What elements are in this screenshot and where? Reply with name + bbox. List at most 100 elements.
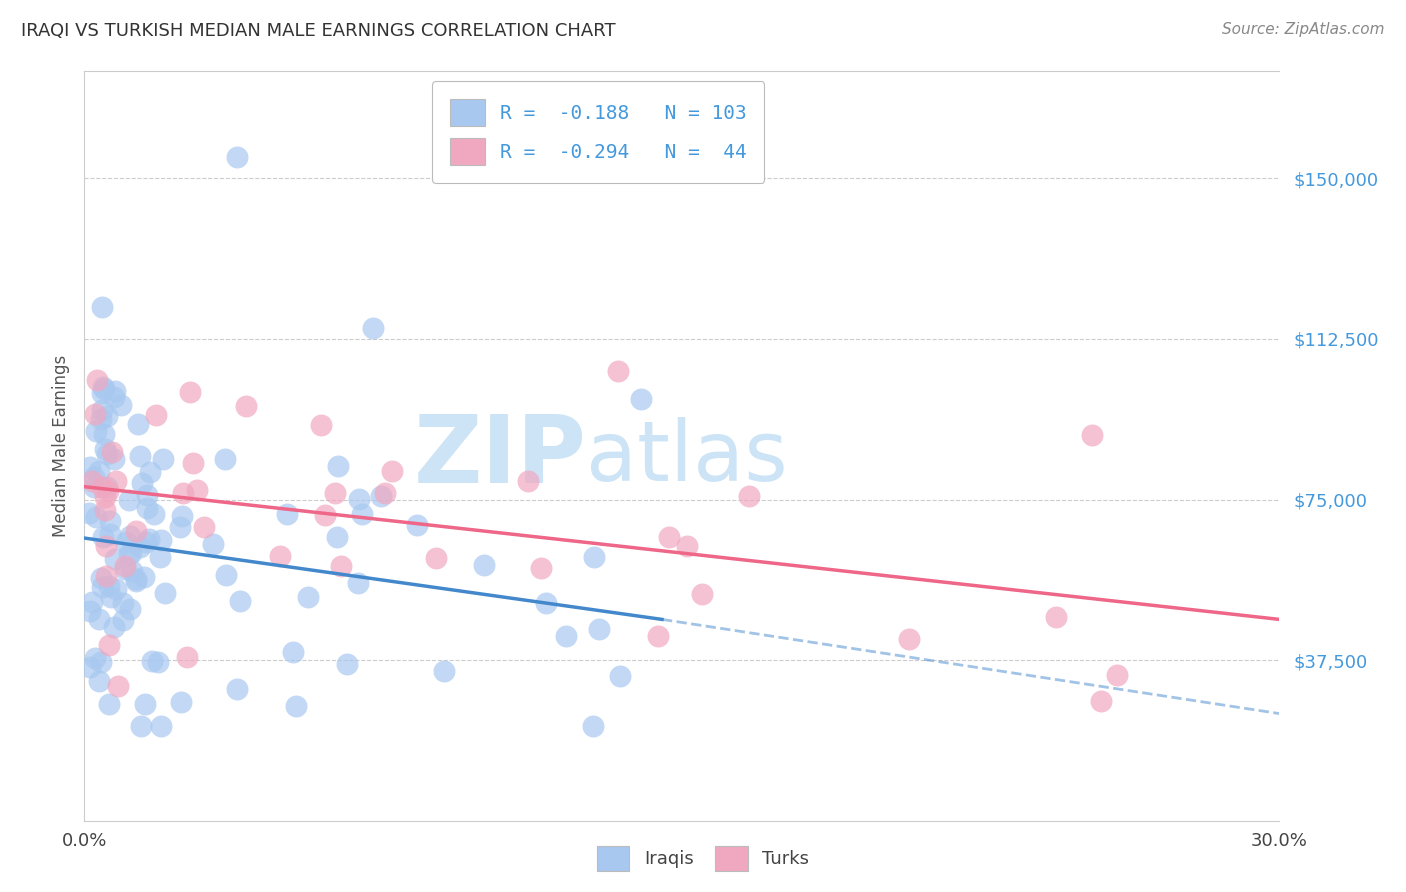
Point — [361, 321, 384, 335]
Point — [179, 385, 201, 400]
Point — [134, 697, 156, 711]
Point — [172, 486, 194, 500]
Text: atlas: atlas — [586, 417, 787, 498]
Point — [326, 530, 349, 544]
Point — [150, 719, 173, 733]
Point — [658, 530, 681, 544]
Point — [139, 465, 162, 479]
Point — [104, 384, 127, 398]
Point — [98, 638, 121, 652]
Point — [588, 622, 610, 636]
Point — [150, 533, 173, 547]
Point — [225, 681, 247, 696]
Point — [336, 657, 359, 672]
Point — [84, 510, 107, 524]
Point — [90, 571, 112, 585]
Point — [181, 456, 204, 470]
Point — [94, 503, 117, 517]
Point — [214, 568, 236, 582]
Point — [297, 590, 319, 604]
Point — [96, 480, 118, 494]
Point — [131, 475, 153, 490]
Point — [425, 551, 447, 566]
Point — [94, 490, 117, 504]
Point — [152, 452, 174, 467]
Point — [103, 390, 125, 404]
Y-axis label: Median Male Earnings: Median Male Earnings — [52, 355, 70, 537]
Point — [536, 596, 558, 610]
Point — [97, 697, 120, 711]
Point — [172, 508, 194, 523]
Point — [107, 679, 129, 693]
Point — [330, 559, 353, 574]
Point — [370, 490, 392, 504]
Point — [86, 373, 108, 387]
Point — [104, 552, 127, 566]
Point — [83, 469, 105, 483]
Point — [98, 514, 121, 528]
Point — [124, 574, 146, 588]
Point — [128, 540, 150, 554]
Point — [96, 409, 118, 423]
Point — [201, 536, 224, 550]
Point — [90, 656, 112, 670]
Point — [105, 475, 128, 489]
Point — [90, 480, 112, 494]
Point — [91, 386, 114, 401]
Point — [91, 300, 114, 314]
Point — [114, 559, 136, 574]
Point — [79, 660, 101, 674]
Point — [103, 620, 125, 634]
Point — [352, 507, 374, 521]
Point — [145, 408, 167, 422]
Point — [228, 594, 250, 608]
Point — [125, 524, 148, 538]
Point — [104, 582, 127, 596]
Point — [101, 445, 124, 459]
Point — [690, 587, 713, 601]
Point — [630, 392, 652, 406]
Point — [530, 561, 553, 575]
Point — [111, 614, 134, 628]
Point — [284, 698, 307, 713]
Point — [79, 460, 101, 475]
Point — [609, 669, 631, 683]
Legend: Iraqis, Turks: Iraqis, Turks — [589, 838, 817, 879]
Point — [138, 532, 160, 546]
Point — [96, 447, 118, 461]
Point — [80, 595, 103, 609]
Point — [155, 586, 177, 600]
Point — [128, 417, 150, 432]
Point — [328, 459, 350, 474]
Point — [176, 650, 198, 665]
Point — [90, 580, 112, 594]
Text: IRAQI VS TURKISH MEDIAN MALE EARNINGS CORRELATION CHART: IRAQI VS TURKISH MEDIAN MALE EARNINGS CO… — [21, 22, 616, 40]
Point — [77, 506, 100, 520]
Point — [91, 402, 114, 417]
Point — [103, 452, 125, 467]
Point — [87, 673, 110, 688]
Point — [149, 550, 172, 565]
Text: Source: ZipAtlas.com: Source: ZipAtlas.com — [1222, 22, 1385, 37]
Point — [898, 632, 921, 646]
Point — [83, 651, 105, 665]
Point — [124, 572, 146, 586]
Point — [738, 490, 761, 504]
Point — [84, 407, 107, 421]
Point — [93, 427, 115, 442]
Point — [86, 424, 108, 438]
Point — [98, 526, 121, 541]
Point — [80, 474, 103, 488]
Point — [314, 508, 336, 522]
Point — [381, 464, 404, 478]
Point — [118, 493, 141, 508]
Point — [132, 570, 155, 584]
Point — [98, 579, 121, 593]
Point — [97, 483, 120, 498]
Point — [235, 399, 257, 413]
Point — [214, 452, 236, 467]
Legend: R =  -0.188   N = 103, R =  -0.294   N =  44: R = -0.188 N = 103, R = -0.294 N = 44 — [432, 81, 765, 183]
Point — [276, 507, 298, 521]
Point — [96, 540, 118, 554]
Point — [1105, 667, 1128, 681]
